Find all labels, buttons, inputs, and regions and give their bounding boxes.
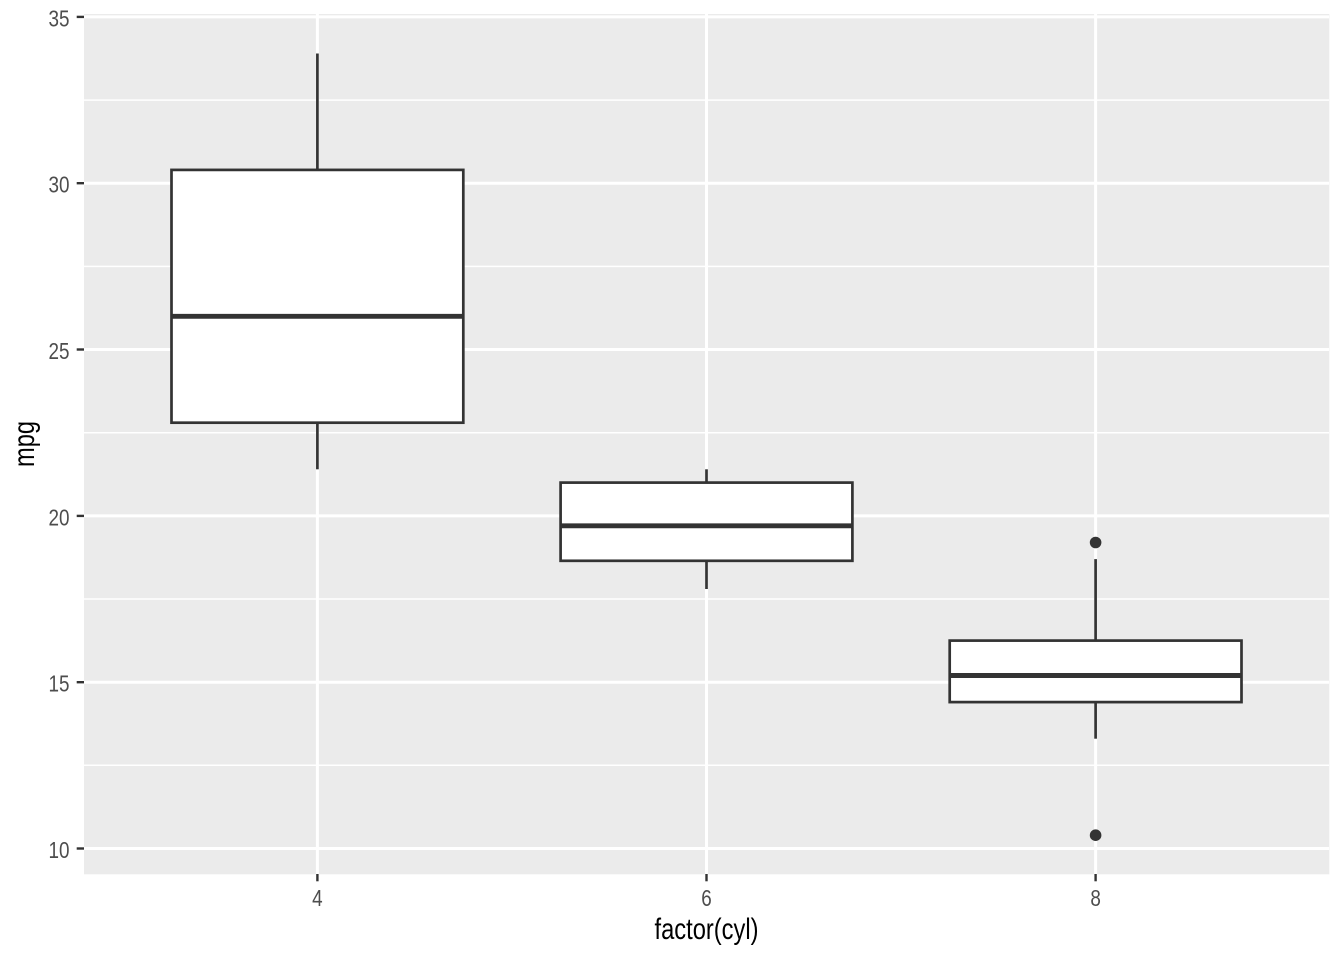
svg-text:35: 35 bbox=[49, 5, 70, 31]
svg-text:30: 30 bbox=[49, 172, 70, 198]
svg-text:15: 15 bbox=[49, 671, 70, 697]
svg-text:mpg: mpg bbox=[8, 421, 41, 467]
svg-text:6: 6 bbox=[701, 885, 712, 911]
svg-text:8: 8 bbox=[1090, 885, 1101, 911]
svg-text:10: 10 bbox=[49, 837, 70, 863]
svg-text:25: 25 bbox=[49, 338, 70, 364]
svg-text:factor(cyl): factor(cyl) bbox=[655, 913, 759, 946]
svg-text:4: 4 bbox=[312, 885, 323, 911]
svg-text:20: 20 bbox=[49, 504, 70, 530]
